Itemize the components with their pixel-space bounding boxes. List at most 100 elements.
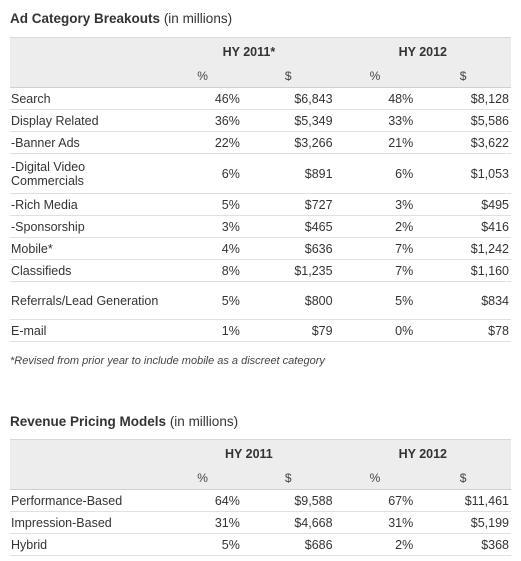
pricing-period-2: HY 2012 — [334, 439, 511, 467]
table-row: -Rich Media 5% $727 3% $495 — [10, 193, 511, 216]
unit-usd-2: $ — [415, 467, 511, 490]
row-usd-1: $800 — [241, 281, 335, 320]
ad-category-period-1: HY 2011* — [163, 37, 335, 65]
row-usd-1: $891 — [241, 153, 335, 194]
row-pct-2: 2% — [334, 533, 416, 556]
row-usd-1: $9,588 — [241, 489, 335, 512]
row-label: -Digital Video Commercials — [10, 153, 164, 194]
row-pct-2: 5% — [334, 281, 416, 320]
row-pct-2: 48% — [334, 87, 416, 110]
row-pct-2: 7% — [334, 259, 416, 282]
table-row: -Banner Ads 22% $3,266 21% $3,622 — [10, 131, 511, 154]
row-pct-1: 5% — [163, 193, 242, 216]
row-usd-2: $1,053 — [415, 153, 511, 194]
row-pct-1: 4% — [163, 237, 242, 260]
row-label: Impression-Based — [10, 511, 164, 534]
row-pct-2: 33% — [334, 109, 416, 132]
row-pct-1: 36% — [163, 109, 242, 132]
table-row: -Sponsorship 3% $465 2% $416 — [10, 215, 511, 238]
row-pct-1: 64% — [163, 489, 242, 512]
row-usd-2: $1,242 — [415, 237, 511, 260]
row-usd-2: $5,199 — [415, 511, 511, 534]
row-label: -Banner Ads — [10, 131, 164, 154]
row-pct-2: 6% — [334, 153, 416, 194]
row-pct-1: 3% — [163, 215, 242, 238]
row-label: -Rich Media — [10, 193, 164, 216]
table-row: Classifieds 8% $1,235 7% $1,160 — [10, 259, 511, 282]
row-usd-1: $686 — [241, 533, 335, 556]
row-pct-2: 3% — [334, 193, 416, 216]
pricing-body: Performance-Based 64% $9,588 67% $11,461 Impr… — [10, 489, 511, 556]
row-pct-1: 22% — [163, 131, 242, 154]
row-pct-2: 0% — [334, 319, 416, 342]
pricing-title-text: Revenue Pricing Models — [10, 414, 167, 429]
row-label: Hybrid — [10, 533, 164, 556]
row-label: E-mail — [10, 319, 164, 342]
row-label: Performance-Based — [10, 489, 164, 512]
row-usd-2: $11,461 — [415, 489, 511, 512]
ad-category-period-header: HY 2011* HY 2012 — [10, 37, 511, 65]
pricing-unit-header: % $ % $ — [10, 467, 511, 490]
unit-usd-2: $ — [415, 65, 511, 88]
row-pct-1: 31% — [163, 511, 242, 534]
unit-usd-1: $ — [241, 65, 335, 88]
row-pct-1: 1% — [163, 319, 242, 342]
row-usd-1: $4,668 — [241, 511, 335, 534]
row-usd-2: $495 — [415, 193, 511, 216]
unit-pct-1: % — [163, 467, 242, 490]
row-label: -Sponsorship — [10, 215, 164, 238]
row-pct-2: 2% — [334, 215, 416, 238]
row-pct-2: 31% — [334, 511, 416, 534]
row-label: Display Related — [10, 109, 164, 132]
row-label: Referrals/Lead Generation — [10, 281, 164, 320]
table-row: E-mail 1% $79 0% $78 — [10, 319, 511, 342]
ad-category-period-2: HY 2012 — [334, 37, 511, 65]
table-row: Impression-Based 31% $4,668 31% $5,199 — [10, 511, 511, 534]
table-row: Display Related 36% $5,349 33% $5,586 — [10, 109, 511, 132]
row-usd-2: $5,586 — [415, 109, 511, 132]
row-pct-1: 5% — [163, 281, 242, 320]
row-usd-1: $465 — [241, 215, 335, 238]
ad-category-unit-header: % $ % $ — [10, 65, 511, 88]
pricing-title-suffix: (in millions) — [169, 414, 239, 429]
row-label: Search — [10, 87, 164, 110]
ad-category-title: Ad Category Breakouts (in millions) — [10, 11, 232, 26]
table-row: -Digital Video Commercials 6% $891 6% $1,053 — [10, 153, 511, 194]
pricing-title: Revenue Pricing Models (in millions) — [10, 414, 238, 429]
row-pct-1: 5% — [163, 533, 242, 556]
row-usd-2: $368 — [415, 533, 511, 556]
table-row: Performance-Based 64% $9,588 67% $11,461 — [10, 489, 511, 512]
table-row: Mobile* 4% $636 7% $1,242 — [10, 237, 511, 260]
pricing-period-1: HY 2011 — [163, 439, 335, 467]
row-label: Mobile* — [10, 237, 164, 260]
row-pct-2: 21% — [334, 131, 416, 154]
unit-usd-1: $ — [241, 467, 335, 490]
row-usd-1: $727 — [241, 193, 335, 216]
row-pct-1: 46% — [163, 87, 242, 110]
row-usd-1: $6,843 — [241, 87, 335, 110]
table-row: Hybrid 5% $686 2% $368 — [10, 533, 511, 556]
table-row: Search 46% $6,843 48% $8,128 — [10, 87, 511, 110]
pricing-period-header: HY 2011 HY 2012 — [10, 439, 511, 467]
row-usd-2: $416 — [415, 215, 511, 238]
row-pct-2: 7% — [334, 237, 416, 260]
row-usd-2: $834 — [415, 281, 511, 320]
row-usd-1: $3,266 — [241, 131, 335, 154]
row-pct-1: 6% — [163, 153, 242, 194]
ad-category-footnote: *Revised from prior year to include mobi… — [10, 355, 325, 367]
unit-pct-1: % — [163, 65, 242, 88]
ad-category-title-text: Ad Category Breakouts — [10, 11, 161, 26]
row-usd-1: $5,349 — [241, 109, 335, 132]
ad-category-body: Search 46% $6,843 48% $8,128 Display Related 3… — [10, 87, 511, 342]
ad-category-title-suffix: (in millions) — [163, 11, 233, 26]
unit-pct-2: % — [334, 65, 416, 88]
row-usd-2: $3,622 — [415, 131, 511, 154]
row-usd-1: $79 — [241, 319, 335, 342]
unit-pct-2: % — [334, 467, 416, 490]
ad-category-table: HY 2011* HY 2012 % $ % $ Search 46% $6,843… — [10, 37, 511, 342]
pricing-table: HY 2011 HY 2012 % $ % $ Performance-Base… — [10, 439, 511, 556]
row-usd-2: $78 — [415, 319, 511, 342]
row-usd-2: $1,160 — [415, 259, 511, 282]
row-usd-1: $1,235 — [241, 259, 335, 282]
